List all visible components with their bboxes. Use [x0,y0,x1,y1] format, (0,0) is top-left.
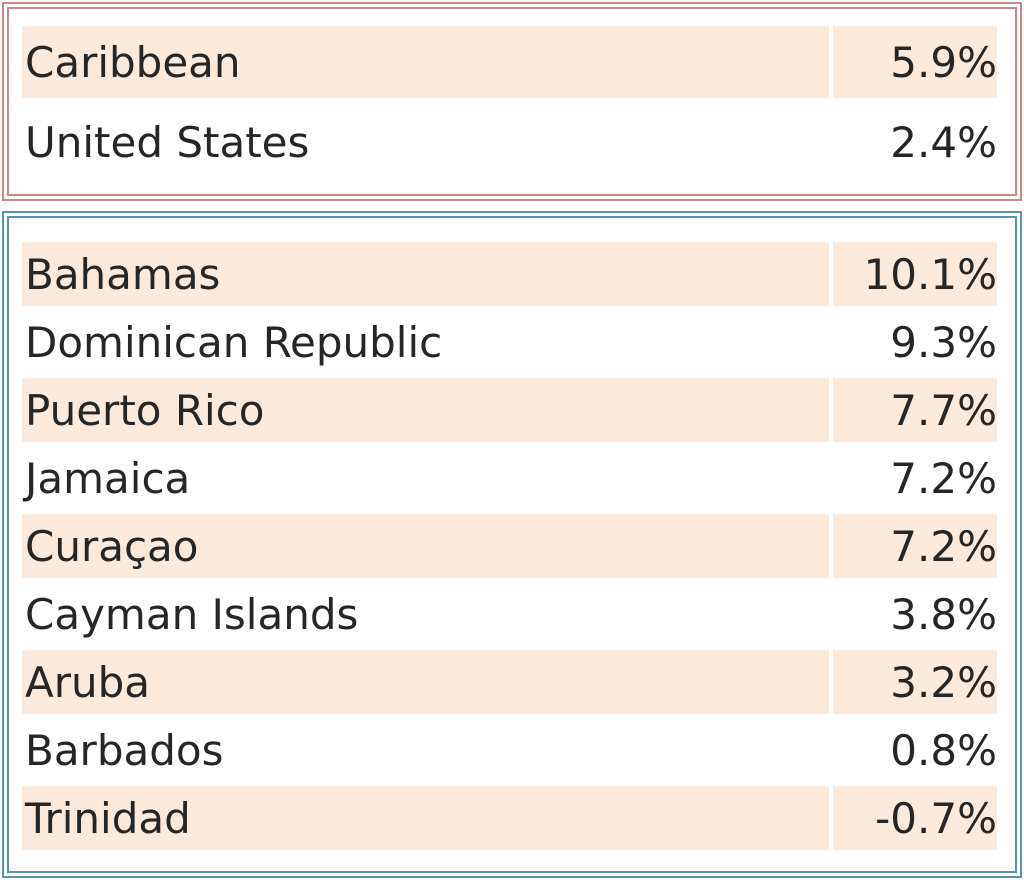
row-label: Cayman Islands [25,589,359,639]
row-label: Barbados [25,725,224,775]
country-row-cayman-islands: Cayman Islands 3.8% [22,582,997,646]
country-row-dominican-republic: Dominican Republic 9.3% [22,310,997,374]
row-label: Dominican Republic [25,317,443,367]
summary-row-united-states: United States 2.4% [22,106,997,178]
summary-row-caribbean: Caribbean 5.9% [22,26,997,98]
row-label: Curaçao [22,514,829,578]
row-value: -0.7% [829,786,997,850]
row-label: Bahamas [22,242,829,306]
country-row-trinidad: Trinidad -0.7% [22,786,997,850]
row-value: 3.2% [829,650,997,714]
country-row-puerto-rico: Puerto Rico 7.7% [22,378,997,442]
row-label: Jamaica [25,453,191,503]
countries-panel-inner-border [7,216,1017,873]
row-value: 7.2% [829,446,997,510]
row-value: 9.3% [829,310,997,374]
country-row-aruba: Aruba 3.2% [22,650,997,714]
row-value: 10.1% [829,242,997,306]
country-row-bahamas: Bahamas 10.1% [22,242,997,306]
country-row-jamaica: Jamaica 7.2% [22,446,997,510]
country-row-barbados: Barbados 0.8% [22,718,997,782]
row-label: Trinidad [22,786,829,850]
row-label: Caribbean [22,26,829,98]
row-label: Puerto Rico [22,378,829,442]
row-value: 3.8% [829,582,997,646]
country-row-curacao: Curaçao 7.2% [22,514,997,578]
row-value: 0.8% [829,718,997,782]
row-label: United States [25,117,310,167]
row-value: 7.7% [829,378,997,442]
row-value: 2.4% [829,106,997,178]
summary-panel-inner-border [7,7,1017,196]
row-value: 5.9% [829,26,997,98]
row-label: Aruba [22,650,829,714]
row-value: 7.2% [829,514,997,578]
